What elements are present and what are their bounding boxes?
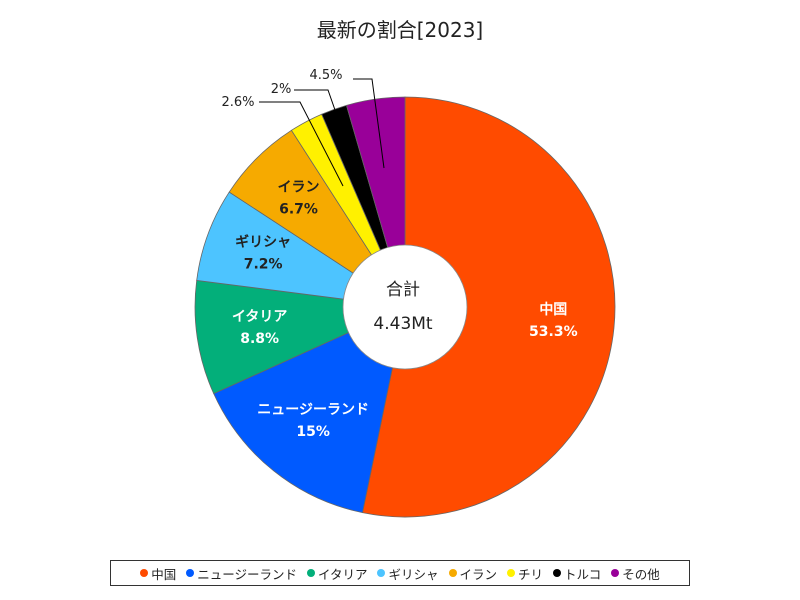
legend-dot-icon [140, 569, 149, 577]
legend-dot-icon [186, 569, 195, 577]
legend-dot-icon [377, 569, 386, 577]
legend-dot-icon [553, 569, 562, 577]
slice-value-0: 53.3% [529, 324, 578, 340]
legend-item-2: イタリア [306, 564, 368, 583]
donut-hole [342, 244, 468, 370]
slice-name-0: 中国 [539, 301, 567, 318]
slice-value-4: 6.7% [279, 202, 318, 218]
legend-item-1: ニュージーランド [186, 564, 297, 583]
slice-0 [361, 96, 616, 518]
slice-value-3: 7.2% [244, 257, 283, 273]
legend-label: チリ [518, 566, 544, 582]
legend-item-5: チリ [507, 564, 543, 583]
slice-name-1: ニュージーランド [257, 402, 369, 418]
legend-dot-icon [611, 569, 620, 577]
slice-value-6: 2% [271, 82, 292, 97]
legend-label: その他 [622, 566, 660, 582]
legend-dot-icon [507, 569, 516, 577]
legend: 中国 ニュージーランド イタリア ギリシャ イラン チリ トルコ その他 [110, 560, 690, 586]
leader-line-5 [259, 101, 344, 187]
slice-value-7: 4.5% [309, 68, 342, 83]
legend-label: イタリア [317, 566, 368, 582]
leader-line-6 [294, 89, 364, 191]
legend-item-6: トルコ [553, 564, 601, 583]
center-value: 4.43Mt [373, 314, 433, 334]
legend-item-0: 中国 [140, 564, 176, 583]
legend-label: ニュージーランド [197, 566, 297, 582]
slice-value-2: 8.8% [240, 331, 279, 347]
leader-line-7 [353, 78, 385, 169]
legend-label: ギリシャ [388, 566, 439, 582]
slice-1 [213, 306, 406, 514]
slice-name-3: ギリシャ [235, 234, 291, 251]
slice-value-1: 15% [296, 424, 330, 440]
chart-title: 最新の割合[2023] [316, 18, 484, 42]
legend-item-3: ギリシャ [377, 564, 439, 583]
center-label: 合計 [386, 280, 420, 300]
legend-item-7: その他 [611, 564, 660, 583]
legend-item-4: イラン [448, 564, 498, 583]
legend-label: トルコ [564, 566, 602, 582]
slice-name-2: イタリア [232, 309, 287, 325]
legend-dot-icon [306, 569, 315, 577]
slice-name-4: イラン [278, 180, 320, 196]
legend-label: 中国 [151, 566, 177, 582]
legend-dot-icon [448, 569, 457, 577]
legend-label: イラン [459, 566, 498, 582]
slice-value-5: 2.6% [221, 95, 254, 110]
